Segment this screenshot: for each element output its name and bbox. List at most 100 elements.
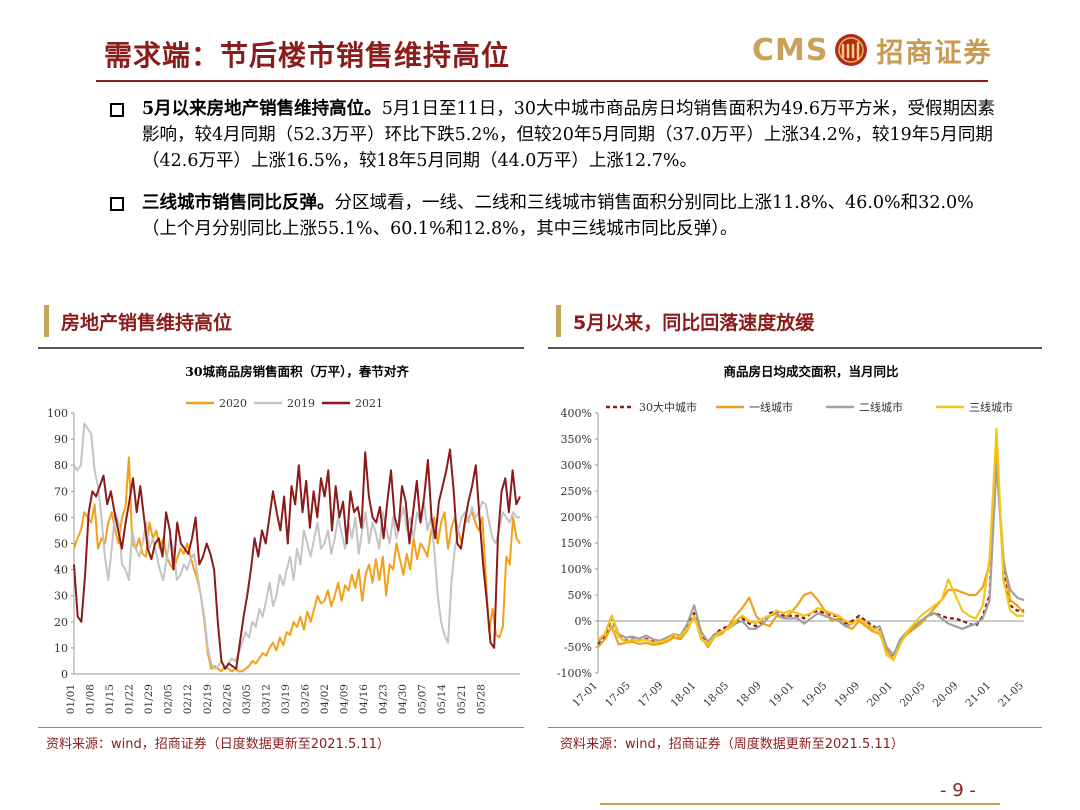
logo-cn-text: 招商证券 <box>876 37 993 69</box>
bullet-body: 分区域看，一线、二线和三线城市销售面积分别同比上涨11.8%、46.0%和32.… <box>142 193 974 239</box>
x-tick-label: 21-01 <box>963 680 993 710</box>
x-tick-label: 04/23 <box>378 684 390 714</box>
x-tick-label: 04/09 <box>339 684 351 714</box>
bullet-body: 5月1日至11日，30大中城市商品房日均销售面积为49.6万平方米，受假期因素影… <box>142 99 995 171</box>
company-logo: CMS 招商证券 <box>752 30 992 70</box>
bullet-item: 5月以来房地产销售维持高位。5月1日至11日，30大中城市商品房日均销售面积为4… <box>108 96 1008 174</box>
x-tick-label: 18-05 <box>701 680 731 710</box>
page-number: - 9 - <box>940 780 976 801</box>
x-tick-label: 17-09 <box>636 680 666 710</box>
y-tick-label: 250% <box>561 485 592 498</box>
y-tick-label: 100% <box>561 563 592 576</box>
logo-emblem-icon <box>835 34 868 66</box>
bullet-lead: 5月以来房地产销售维持高位。 <box>142 99 382 119</box>
yoy-change-chart: 商品房日均成交面积，当月同比 30大中城市 一线城市 二线城市 三线城市 -100% -50… <box>557 364 1026 710</box>
section-bar <box>44 305 49 337</box>
right-section-rule <box>548 347 1042 349</box>
x-tick-label: 04/30 <box>397 684 409 714</box>
x-tick-label: 18-09 <box>734 680 764 710</box>
left-section-rule <box>38 347 524 349</box>
y-tick-label: -100% <box>557 667 592 680</box>
y-tick-label: 0% <box>575 615 592 628</box>
y-tick-label: 400% <box>561 407 592 420</box>
series-line <box>597 448 1024 659</box>
x-tick-label: 02/05 <box>163 684 175 714</box>
bullet-item: 三线城市销售同比反弹。分区域看，一线、二线和三线城市销售面积分别同比上涨11.8… <box>108 190 1008 242</box>
series-line <box>73 448 521 670</box>
x-tick-label: 20-05 <box>898 680 928 710</box>
right-section-title: 5月以来，同比回落速度放缓 <box>573 311 815 334</box>
x-tick-label: 05/14 <box>436 684 448 715</box>
x-tick-label: 20-01 <box>865 680 895 710</box>
x-tick-label: 01/29 <box>143 684 155 714</box>
y-tick-label: 50% <box>568 589 592 602</box>
x-tick-label: 04/16 <box>358 684 370 715</box>
x-tick-label: 01/08 <box>85 684 97 714</box>
y-tick-label: 100 <box>47 407 68 420</box>
x-tick-label: 02/19 <box>202 684 214 714</box>
x-tick-label: 04/02 <box>319 684 331 714</box>
x-tick-label: 20-09 <box>931 680 961 710</box>
x-tick-label: 19-09 <box>832 680 862 710</box>
x-tick-label: 17-05 <box>603 680 633 710</box>
chart-title: 商品房日均成交面积，当月同比 <box>723 364 899 379</box>
legend-label: 一线城市 <box>749 400 793 414</box>
legend-label: 三线城市 <box>969 400 1013 414</box>
left-source-note: 资料来源：wind，招商证券（日度数据更新至2021.5.11） <box>46 737 390 752</box>
legend-label: 2021 <box>355 397 383 410</box>
x-tick-label: 19-05 <box>800 680 830 710</box>
series-line <box>597 427 1024 662</box>
y-tick-label: 80 <box>54 459 68 472</box>
x-tick-label: 02/26 <box>221 684 233 715</box>
x-tick-label: 21-05 <box>996 680 1026 710</box>
bullet-lead: 三线城市销售同比反弹。 <box>142 193 335 213</box>
y-tick-label: 90 <box>54 433 68 446</box>
y-tick-label: 20 <box>54 616 68 629</box>
left-panel-rule <box>38 727 524 728</box>
right-panel-rule <box>548 727 1042 728</box>
y-tick-label: 0 <box>61 668 68 681</box>
x-tick-label: 18-01 <box>669 680 699 710</box>
x-tick-label: 03/26 <box>299 684 311 715</box>
bullet-list: 5月以来房地产销售维持高位。5月1日至11日，30大中城市商品房日均销售面积为4… <box>108 96 1008 258</box>
y-tick-label: 60 <box>54 511 68 524</box>
chart-legend: 2020 2019 2021 <box>186 397 383 410</box>
left-section-header: 房地产销售维持高位 <box>44 304 232 338</box>
x-tick-label: 03/12 <box>260 684 272 714</box>
x-tick-label: 02/12 <box>182 684 194 714</box>
chart-legend: 30大中城市 一线城市 二线城市 三线城市 <box>606 400 1013 414</box>
legend-label: 二线城市 <box>859 400 903 414</box>
y-tick-label: 70 <box>54 485 68 498</box>
series-line <box>597 463 1025 656</box>
x-tick-label: 01/15 <box>104 684 116 714</box>
y-tick-label: 30 <box>54 590 68 603</box>
logo-cms-text: CMS <box>752 32 829 68</box>
x-tick-label: 01/01 <box>65 684 77 714</box>
y-tick-label: 40 <box>54 564 68 577</box>
x-tick-label: 03/19 <box>280 684 292 714</box>
x-tick-label: 05/28 <box>475 684 487 714</box>
series-line <box>73 422 520 670</box>
page-title: 需求端：节后楼市销售维持高位 <box>104 39 511 72</box>
y-tick-label: -50% <box>564 641 592 654</box>
left-section-title: 房地产销售维持高位 <box>61 311 233 334</box>
footer-rule <box>600 803 1000 805</box>
x-tick-label: 05/07 <box>417 684 429 714</box>
legend-label: 2020 <box>219 397 247 410</box>
section-bar <box>556 305 561 337</box>
bullet-box-icon <box>110 103 124 117</box>
x-tick-label: 19-01 <box>767 680 797 710</box>
legend-label: 2019 <box>287 397 315 410</box>
x-tick-label: 17-01 <box>570 680 600 710</box>
series-line <box>597 453 1025 662</box>
right-section-header: 5月以来，同比回落速度放缓 <box>556 304 814 338</box>
x-tick-label: 03/05 <box>241 684 253 714</box>
bullet-box-icon <box>110 197 124 211</box>
y-tick-label: 10 <box>54 642 68 655</box>
y-tick-label: 150% <box>561 537 592 550</box>
y-tick-label: 300% <box>561 459 592 472</box>
y-tick-label: 350% <box>561 433 592 446</box>
y-tick-label: 200% <box>561 511 592 524</box>
y-tick-label: 50 <box>54 538 68 551</box>
chart-title: 30城商品房销售面积（万平），春节对齐 <box>185 364 409 379</box>
